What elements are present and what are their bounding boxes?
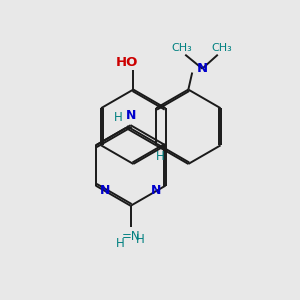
Text: H: H bbox=[114, 111, 123, 124]
Text: CH₃: CH₃ bbox=[171, 43, 192, 53]
Text: H: H bbox=[156, 150, 164, 163]
Text: N: N bbox=[197, 62, 208, 75]
Text: CH₃: CH₃ bbox=[211, 43, 232, 53]
Text: H: H bbox=[116, 237, 125, 250]
Text: N: N bbox=[151, 184, 161, 197]
Text: N: N bbox=[125, 110, 136, 122]
Text: =N: =N bbox=[121, 230, 140, 243]
Text: H: H bbox=[136, 233, 145, 246]
Text: N: N bbox=[100, 184, 110, 197]
Text: HO: HO bbox=[116, 56, 138, 69]
